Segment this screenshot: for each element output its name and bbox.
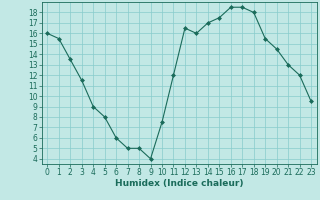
- X-axis label: Humidex (Indice chaleur): Humidex (Indice chaleur): [115, 179, 244, 188]
